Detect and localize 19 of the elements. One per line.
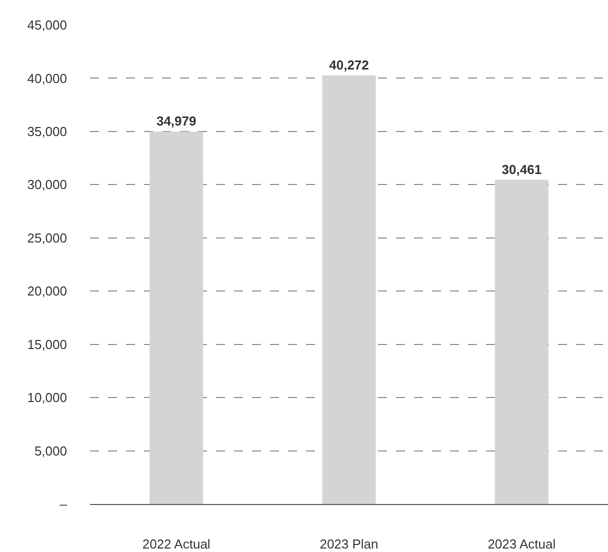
y-tick-label: – — [60, 496, 68, 512]
y-tick-label: 35,000 — [27, 124, 67, 139]
y-tick-label: 20,000 — [27, 284, 67, 299]
bar — [322, 75, 376, 504]
y-tick-label: 45,000 — [27, 18, 67, 33]
bar — [150, 132, 204, 504]
data-label: 40,272 — [329, 57, 369, 72]
y-tick-label: 25,000 — [27, 230, 67, 246]
data-label: 34,979 — [156, 114, 196, 129]
y-tick-label: 10,000 — [27, 390, 67, 406]
data-label: 30,461 — [502, 162, 542, 177]
bar — [494, 180, 548, 504]
x-tick-label: 2022 Actual — [142, 536, 210, 552]
x-tick-label: 2023 Plan — [320, 536, 378, 552]
y-tick-label: 30,000 — [27, 177, 67, 192]
x-tick-label: 2023 Actual — [488, 536, 556, 552]
y-tick-label: 15,000 — [27, 336, 67, 352]
y-tick-label: 5,000 — [34, 443, 67, 458]
y-tick-label: 40,000 — [27, 70, 67, 86]
